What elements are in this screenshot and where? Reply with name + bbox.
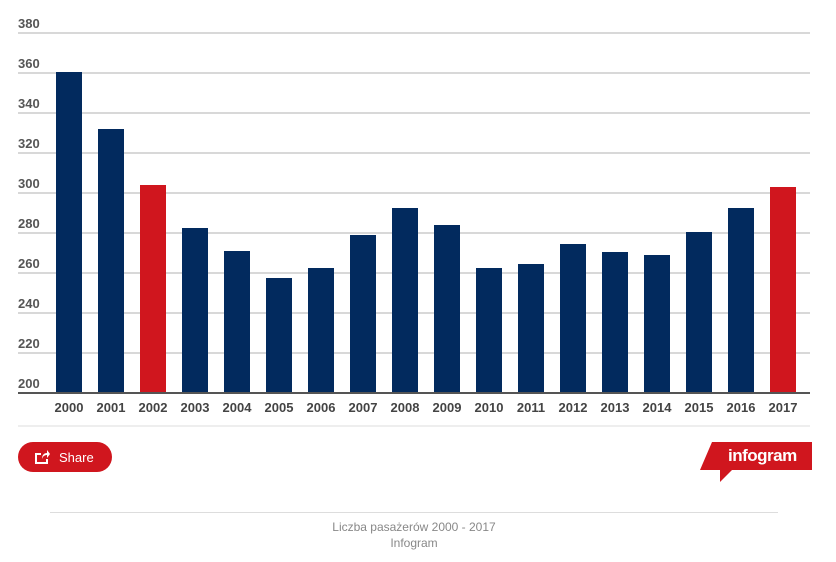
x-tick-label: 2005 bbox=[265, 400, 294, 415]
x-tick-label: 2009 bbox=[433, 400, 462, 415]
bar-2010 bbox=[476, 268, 502, 393]
share-button[interactable]: Share bbox=[18, 442, 112, 472]
y-tick-label: 260 bbox=[18, 256, 40, 271]
share-label: Share bbox=[59, 449, 94, 465]
x-tick-label: 2014 bbox=[643, 400, 673, 415]
bar-2015 bbox=[686, 232, 712, 393]
x-tick-label: 2010 bbox=[475, 400, 504, 415]
y-tick-label: 340 bbox=[18, 96, 40, 111]
x-tick-label: 2017 bbox=[769, 400, 798, 415]
x-tick-label: 2015 bbox=[685, 400, 714, 415]
bar-2013 bbox=[602, 252, 628, 393]
bar-chart: 200 220 240 260 280 300 320 340 360 380 2000 2001 20… bbox=[18, 16, 810, 427]
bar-2009 bbox=[434, 225, 460, 393]
x-tick-label: 2000 bbox=[55, 400, 84, 415]
x-tick-label: 2003 bbox=[181, 400, 210, 415]
infogram-logo[interactable]: infogram bbox=[700, 442, 812, 482]
y-tick-label: 360 bbox=[18, 56, 40, 71]
x-tick-label: 2004 bbox=[223, 400, 253, 415]
y-tick-label: 280 bbox=[18, 216, 40, 231]
x-tick-label: 2011 bbox=[517, 400, 545, 415]
x-tick-label: 2008 bbox=[391, 400, 420, 415]
x-tick-label: 2007 bbox=[349, 400, 378, 415]
y-tick-label: 300 bbox=[18, 176, 40, 191]
x-tick-label: 2002 bbox=[139, 400, 168, 415]
y-tick-label: 200 bbox=[18, 376, 40, 391]
divider bbox=[50, 512, 778, 513]
bar-2004 bbox=[224, 251, 250, 393]
x-tick-label: 2016 bbox=[727, 400, 756, 415]
caption-source: Infogram bbox=[390, 536, 438, 550]
bar-2000 bbox=[56, 72, 82, 393]
bar-2008 bbox=[392, 208, 418, 393]
bar-2002 bbox=[140, 185, 166, 393]
bar-2005 bbox=[266, 278, 292, 393]
logo-badge bbox=[700, 442, 812, 482]
bar-2006 bbox=[308, 268, 334, 393]
x-tick-label: 2013 bbox=[601, 400, 630, 415]
y-tick-label: 380 bbox=[18, 16, 40, 31]
bar-2003 bbox=[182, 228, 208, 393]
y-tick-label: 320 bbox=[18, 136, 40, 151]
bar-2007 bbox=[350, 235, 376, 393]
bar-2011 bbox=[518, 264, 544, 393]
x-tick-label: 2001 bbox=[97, 400, 126, 415]
bar-2016 bbox=[728, 208, 754, 393]
bar-2012 bbox=[560, 244, 586, 393]
y-tick-label: 220 bbox=[18, 336, 40, 351]
logo-text: infogram bbox=[728, 446, 797, 465]
share-icon bbox=[35, 450, 50, 464]
y-tick-label: 240 bbox=[18, 296, 40, 311]
x-tick-label: 2012 bbox=[559, 400, 588, 415]
caption-title: Liczba pasażerów 2000 - 2017 bbox=[332, 520, 496, 534]
x-tick-label: 2006 bbox=[307, 400, 336, 415]
bar-2017 bbox=[770, 187, 796, 393]
bar-2001 bbox=[98, 129, 124, 393]
bar-2014 bbox=[644, 255, 670, 393]
